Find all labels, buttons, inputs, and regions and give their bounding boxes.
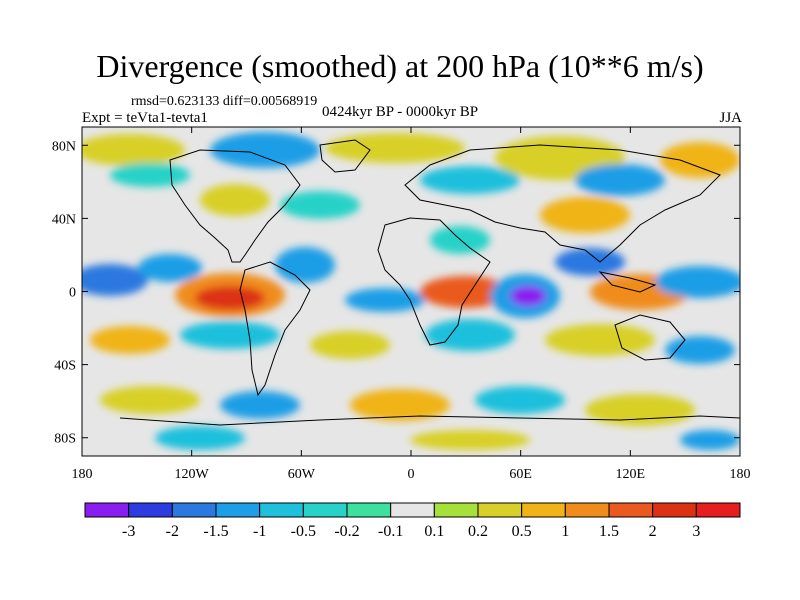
africa-coast (377, 217, 491, 346)
field-blob (350, 389, 450, 421)
colorbar-label: 3 (692, 523, 700, 540)
colorbar-label: 2 (649, 523, 657, 540)
colorbar-swatch (390, 502, 435, 518)
coastlines (119, 139, 740, 426)
field-blob (665, 336, 735, 364)
field-blob (275, 247, 335, 283)
colorbar-swatch (695, 502, 741, 518)
field-blob (410, 430, 530, 450)
field-blob (475, 386, 565, 414)
lat-tick-label: 0 (69, 286, 76, 301)
field-blob (420, 166, 520, 194)
lat-tick-label: 80N (52, 139, 76, 154)
field-blob (82, 134, 185, 166)
colorbar-label: 0.5 (512, 523, 532, 540)
colorbar-label: 1.5 (599, 523, 619, 540)
field-blob (210, 132, 320, 168)
field-blob (425, 319, 515, 351)
field-blob (660, 142, 740, 178)
colorbar-label: 0.1 (424, 523, 444, 540)
indonesia-coast (598, 271, 657, 293)
lon-tick-label: 60E (509, 467, 532, 482)
field-blob (345, 288, 425, 312)
australia-coast (614, 314, 686, 361)
season-label: JJA (719, 110, 742, 126)
period-label: 0424kyr BP - 0000kyr BP (322, 104, 479, 120)
plot-title: Divergence (smoothed) at 200 hPa (10**6 … (96, 48, 704, 84)
field-blob (220, 391, 300, 419)
latitude-axis: 80N 40N 0 40S 80S (52, 139, 740, 447)
south-america-coast (239, 261, 311, 397)
lon-tick-label: 60W (288, 467, 316, 482)
greenland-coast (319, 139, 371, 173)
field-blob (138, 254, 202, 282)
colorbar-label: -0.2 (334, 523, 359, 540)
lat-tick-label: 40N (52, 212, 76, 227)
lon-tick-label: 180 (72, 467, 93, 482)
lon-tick-label: 0 (408, 467, 415, 482)
colorbar-swatch (521, 502, 566, 518)
colorbar-label: -3 (122, 523, 135, 540)
colorbar-label: -0.1 (378, 523, 403, 540)
field-blob (655, 266, 740, 298)
colorbar-label: -1 (253, 523, 266, 540)
field-blob (540, 197, 630, 233)
colorbar-swatch (259, 502, 304, 518)
field-blob (82, 264, 148, 296)
antarctica-coast (119, 415, 740, 426)
field-blob (545, 324, 655, 356)
field-blob (325, 133, 465, 163)
field-blob (575, 164, 665, 196)
colorbar: -3 -2 -1.5 -1 -0.5 -0.2 -0.1 0.1 0.2 0.5 1 1.5 2 3 (84, 502, 741, 540)
colorbar-label: -2 (166, 523, 179, 540)
colorbar-label: 0.2 (468, 523, 488, 540)
field-blob (200, 184, 270, 216)
field-blob (310, 331, 390, 359)
colorbar-swatch (215, 502, 261, 518)
field-blob (510, 286, 546, 306)
colorbar-swatch (433, 502, 479, 518)
rmsd-value: 0.623133 (166, 94, 220, 109)
field-blob (90, 326, 170, 354)
statistics-line: rmsd=0.623133 diff=0.00568919 (131, 94, 317, 110)
divergence-field (82, 127, 740, 456)
colorbar-swatch (171, 502, 217, 518)
lat-tick-label: 80S (54, 432, 76, 447)
diff-label: diff= (222, 94, 251, 109)
field-blob (195, 286, 265, 310)
field-blob (280, 191, 360, 219)
rmsd-label: rmsd= (131, 94, 167, 109)
lon-tick-label: 120W (175, 467, 210, 482)
field-blob (555, 248, 625, 276)
field-blob (585, 394, 695, 426)
field-blob (180, 321, 280, 349)
lon-tick-label: 180 (730, 467, 751, 482)
colorbar-swatch (652, 502, 697, 518)
field-blob (420, 276, 510, 308)
north-america-coast (169, 149, 301, 263)
colorbar-swatch (564, 502, 610, 518)
eurasia-coast (404, 144, 721, 263)
field-blob (430, 226, 490, 254)
diff-value: 0.00568919 (250, 94, 318, 109)
colorbar-swatch (302, 502, 348, 518)
field-blob (155, 426, 245, 450)
longitude-axis: 180 120W 60W 0 60E 120E 180 (72, 127, 751, 482)
colorbar-label: 1 (561, 523, 569, 540)
experiment-label: Expt = teVta1-tevta1 (82, 110, 208, 126)
colorbar-swatch (128, 502, 173, 518)
field-blob (680, 430, 740, 450)
colorbar-swatch (477, 502, 523, 518)
colorbar-label: -0.5 (291, 523, 316, 540)
colorbar-swatch (346, 502, 392, 518)
colorbar-swatch (84, 502, 130, 518)
field-blob (100, 386, 200, 414)
lon-tick-label: 120E (616, 467, 646, 482)
lat-tick-label: 40S (54, 359, 76, 374)
field-blob (110, 163, 190, 187)
colorbar-label: -1.5 (203, 523, 228, 540)
colorbar-swatch (608, 502, 654, 518)
